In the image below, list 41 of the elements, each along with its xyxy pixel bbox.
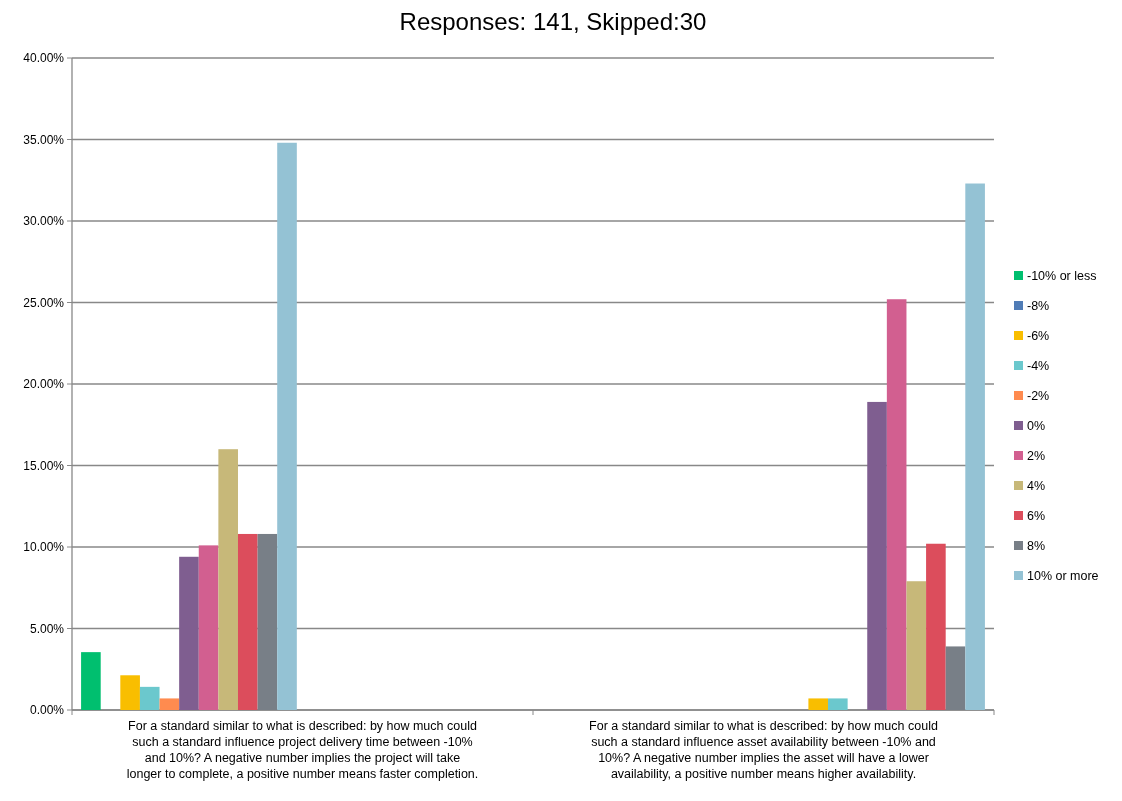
y-tick-label: 35.00% (23, 132, 65, 147)
bar (277, 142, 297, 710)
y-tick-label: 0.00% (29, 703, 65, 718)
bar (906, 581, 927, 710)
y-tick-label: 25.00% (23, 295, 65, 310)
bar (867, 401, 887, 710)
bar (965, 183, 985, 710)
legend-label: 8% (1027, 539, 1046, 554)
y-tick-label: 5.00% (29, 621, 65, 636)
legend-label: -6% (1027, 329, 1050, 344)
y-tick-label: 20.00% (23, 377, 65, 392)
bar (886, 299, 907, 710)
legend-label: -4% (1027, 359, 1050, 374)
chart-title: Responses: 141, Skipped:30 (399, 8, 707, 35)
bar (237, 533, 258, 710)
y-tick-label: 15.00% (23, 458, 65, 473)
bar (120, 675, 140, 710)
bar (179, 556, 199, 710)
bar (81, 652, 101, 710)
legend-label: 6% (1027, 509, 1046, 524)
bar (945, 646, 966, 710)
legend-label: -10% or less (1027, 269, 1097, 284)
bar (828, 698, 848, 710)
bar (218, 449, 238, 710)
legend-label: -2% (1027, 389, 1050, 404)
bar (926, 543, 946, 710)
bar (139, 686, 160, 710)
bar (198, 545, 219, 710)
legend-label: 0% (1027, 419, 1046, 434)
bar (159, 698, 180, 710)
legend-label: -8% (1027, 299, 1050, 314)
y-tick-label: 10.00% (23, 540, 65, 555)
x-tick-label: For a standard similar to what is described: by how much could such a standard influence asset availability between -10% and 10%? A negative number implies the asset will have a lower availability, a positive number means higher availability. (589, 719, 938, 781)
legend-label: 2% (1027, 449, 1046, 464)
y-tick-label: 30.00% (23, 214, 65, 229)
x-tick-label: For a standard similar to what is described: by how much could such a standard influence project delivery time between -10% and 10%? A negative number implies the project will take longer to complete, a positive number means faster completion. (126, 719, 479, 781)
y-tick-label: 40.00% (23, 51, 65, 66)
bar (808, 698, 829, 710)
bar (257, 533, 278, 710)
legend-label: 10% or more (1027, 569, 1099, 584)
legend-label: 4% (1027, 479, 1046, 494)
